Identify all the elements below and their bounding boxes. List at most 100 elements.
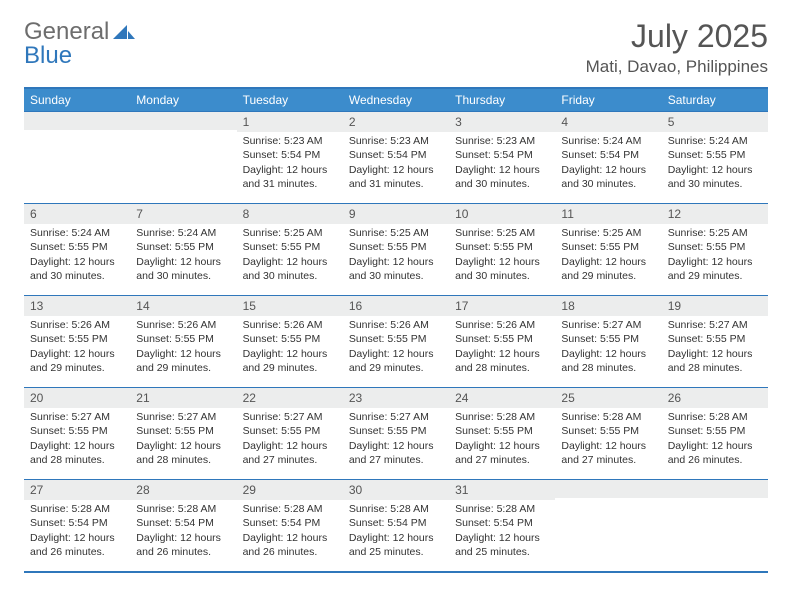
daylight-label: Daylight: — [136, 532, 177, 544]
daylight-label: Daylight: — [30, 256, 71, 268]
day-number: 14 — [130, 296, 236, 316]
header: General July 2025 Mati, Davao, Philippin… — [24, 18, 768, 77]
sunset-label: Sunset: — [349, 241, 385, 253]
calendar-header-cell: Tuesday — [237, 88, 343, 112]
day-content: Sunrise: 5:25 AMSunset: 5:55 PMDaylight:… — [449, 224, 555, 287]
sunrise-value: 5:27 AM — [390, 411, 429, 423]
day-content: Sunrise: 5:24 AMSunset: 5:55 PMDaylight:… — [130, 224, 236, 287]
sunrise-value: 5:24 AM — [709, 135, 748, 147]
sunset-value: 5:54 PM — [387, 517, 426, 529]
calendar-day-cell: 3Sunrise: 5:23 AMSunset: 5:54 PMDaylight… — [449, 112, 555, 204]
sunrise-label: Sunrise: — [30, 227, 69, 239]
day-number: 23 — [343, 388, 449, 408]
sunset-value: 5:55 PM — [175, 425, 214, 437]
sunset-value: 5:55 PM — [600, 425, 639, 437]
day-content: Sunrise: 5:24 AMSunset: 5:55 PMDaylight:… — [662, 132, 768, 195]
sunset-label: Sunset: — [243, 241, 279, 253]
calendar-day-cell — [662, 480, 768, 572]
calendar-day-cell: 15Sunrise: 5:26 AMSunset: 5:55 PMDayligh… — [237, 296, 343, 388]
sunrise-label: Sunrise: — [455, 503, 494, 515]
month-title: July 2025 — [586, 18, 768, 55]
sunrise-value: 5:23 AM — [390, 135, 429, 147]
day-number: 1 — [237, 112, 343, 132]
sunset-value: 5:54 PM — [494, 149, 533, 161]
sunrise-label: Sunrise: — [243, 503, 282, 515]
sunrise-label: Sunrise: — [30, 319, 69, 331]
sunrise-label: Sunrise: — [349, 411, 388, 423]
calendar-week-row: 1 Sunrise: 5:23 AM Sunset: 5:54 PM Daylight… — [24, 112, 768, 204]
daylight-label: Daylight: — [136, 256, 177, 268]
sunset-value: 5:55 PM — [494, 333, 533, 345]
sunrise-label: Sunrise: — [455, 135, 494, 147]
sunset-label: Sunset: — [455, 425, 491, 437]
day-number: 20 — [24, 388, 130, 408]
day-content: Sunrise: 5:25 AMSunset: 5:55 PMDaylight:… — [237, 224, 343, 287]
sunset-label: Sunset: — [136, 517, 172, 529]
sunset-value: 5:55 PM — [69, 425, 108, 437]
calendar-day-cell: 17Sunrise: 5:26 AMSunset: 5:55 PMDayligh… — [449, 296, 555, 388]
daylight-label: Daylight: — [349, 164, 390, 176]
day-content: Sunrise: 5:24 AMSunset: 5:54 PMDaylight:… — [555, 132, 661, 195]
sunrise-value: 5:24 AM — [178, 227, 217, 239]
sunrise-value: 5:28 AM — [603, 411, 642, 423]
sunrise-value: 5:28 AM — [390, 503, 429, 515]
daylight-label: Daylight: — [561, 256, 602, 268]
calendar-day-cell: 1Sunrise: 5:23 AMSunset: 5:54 PMDaylight… — [237, 112, 343, 204]
sunset-value: 5:55 PM — [281, 333, 320, 345]
sunset-label: Sunset: — [243, 149, 279, 161]
sunset-label: Sunset: — [349, 149, 385, 161]
sunrise-value: 5:25 AM — [603, 227, 642, 239]
daylight-label: Daylight: — [349, 532, 390, 544]
calendar-day-cell: 21Sunrise: 5:27 AMSunset: 5:55 PMDayligh… — [130, 388, 236, 480]
day-content: Sunrise: 5:26 AMSunset: 5:55 PMDaylight:… — [449, 316, 555, 379]
sunset-value: 5:55 PM — [69, 241, 108, 253]
sunset-value: 5:55 PM — [494, 425, 533, 437]
calendar-header-cell: Friday — [555, 88, 661, 112]
daylight-label: Daylight: — [455, 256, 496, 268]
sunrise-label: Sunrise: — [243, 319, 282, 331]
calendar-day-cell: 22Sunrise: 5:27 AMSunset: 5:55 PMDayligh… — [237, 388, 343, 480]
daylight-label: Daylight: — [349, 348, 390, 360]
daylight-label: Daylight: — [30, 440, 71, 452]
sunset-label: Sunset: — [455, 241, 491, 253]
day-number: 18 — [555, 296, 661, 316]
day-content: Sunrise: 5:28 AMSunset: 5:54 PMDaylight:… — [343, 500, 449, 563]
day-content: Sunrise: 5:25 AMSunset: 5:55 PMDaylight:… — [343, 224, 449, 287]
calendar-day-cell — [24, 112, 130, 204]
sunrise-label: Sunrise: — [668, 227, 707, 239]
daylight-label: Daylight: — [561, 348, 602, 360]
calendar-day-cell: 16Sunrise: 5:26 AMSunset: 5:55 PMDayligh… — [343, 296, 449, 388]
calendar-body: 1 Sunrise: 5:23 AM Sunset: 5:54 PM Daylight… — [24, 112, 768, 572]
sunset-value: 5:55 PM — [281, 425, 320, 437]
sunset-value: 5:55 PM — [706, 425, 745, 437]
daylight-label: Daylight: — [455, 164, 496, 176]
sunset-label: Sunset: — [668, 241, 704, 253]
calendar-day-cell: 11Sunrise: 5:25 AMSunset: 5:55 PMDayligh… — [555, 204, 661, 296]
calendar-day-cell: 6Sunrise: 5:24 AMSunset: 5:55 PMDaylight… — [24, 204, 130, 296]
day-number: 22 — [237, 388, 343, 408]
calendar-header-cell: Saturday — [662, 88, 768, 112]
sunset-value: 5:55 PM — [175, 333, 214, 345]
sunrise-value: 5:24 AM — [603, 135, 642, 147]
daylight-label: Daylight: — [243, 164, 284, 176]
day-content: Sunrise: 5:26 AMSunset: 5:55 PMDaylight:… — [237, 316, 343, 379]
day-number: 12 — [662, 204, 768, 224]
day-content: Sunrise: 5:23 AMSunset: 5:54 PMDaylight:… — [343, 132, 449, 195]
sunrise-label: Sunrise: — [136, 503, 175, 515]
sunrise-value: 5:28 AM — [709, 411, 748, 423]
sunrise-value: 5:27 AM — [603, 319, 642, 331]
calendar-day-cell: 24Sunrise: 5:28 AMSunset: 5:55 PMDayligh… — [449, 388, 555, 480]
calendar-day-cell: 13Sunrise: 5:26 AMSunset: 5:55 PMDayligh… — [24, 296, 130, 388]
calendar-day-cell: 4Sunrise: 5:24 AMSunset: 5:54 PMDaylight… — [555, 112, 661, 204]
sunset-label: Sunset: — [455, 333, 491, 345]
day-number: 15 — [237, 296, 343, 316]
sunset-value: 5:55 PM — [69, 333, 108, 345]
daylight-label: Daylight: — [455, 532, 496, 544]
day-number — [130, 112, 236, 130]
sunset-value: 5:54 PM — [281, 517, 320, 529]
daylight-label: Daylight: — [243, 532, 284, 544]
sunset-label: Sunset: — [136, 425, 172, 437]
sunset-label: Sunset: — [136, 241, 172, 253]
sunrise-value: 5:28 AM — [71, 503, 110, 515]
sunset-label: Sunset: — [455, 517, 491, 529]
